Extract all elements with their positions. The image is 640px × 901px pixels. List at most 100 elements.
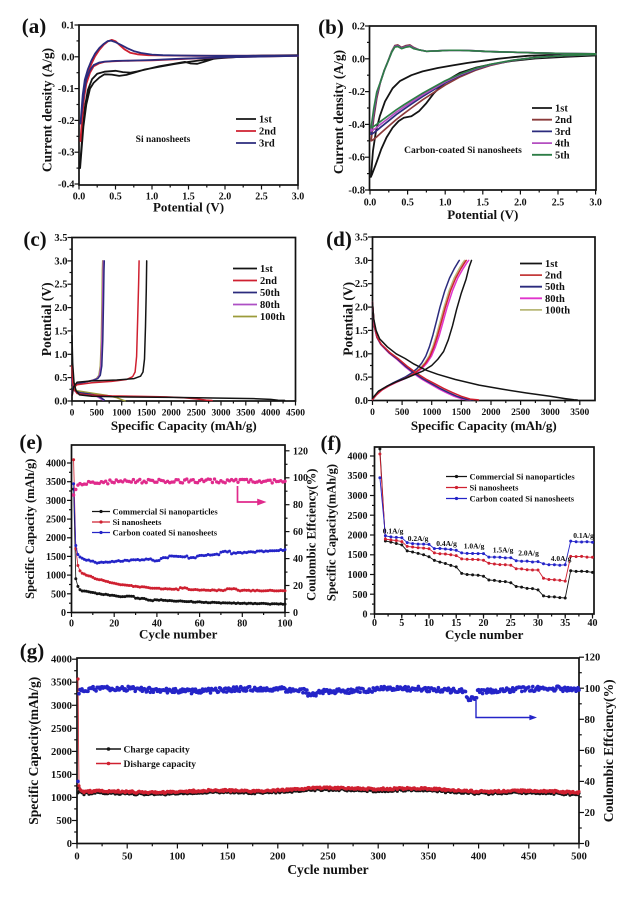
svg-text:Charge capacity: Charge capacity: [124, 746, 190, 756]
svg-text:35: 35: [560, 618, 570, 629]
svg-text:0.0: 0.0: [355, 396, 368, 407]
svg-text:Potential (V): Potential (V): [341, 282, 356, 356]
svg-text:Specific Capacity(mAh/g): Specific Capacity(mAh/g): [325, 464, 339, 601]
svg-text:3500: 3500: [51, 678, 72, 689]
svg-text:3.0: 3.0: [54, 256, 67, 267]
svg-text:(c): (c): [23, 227, 46, 251]
svg-text:(f): (f): [321, 431, 342, 455]
svg-text:20: 20: [585, 808, 596, 819]
svg-text:50th: 50th: [260, 288, 280, 299]
svg-text:1500: 1500: [137, 408, 156, 418]
svg-text:2500: 2500: [511, 408, 530, 418]
svg-text:1000: 1000: [112, 408, 131, 418]
svg-text:0: 0: [69, 619, 74, 630]
svg-text:3.0: 3.0: [292, 192, 305, 203]
svg-text:5: 5: [399, 618, 404, 629]
svg-text:500: 500: [56, 816, 72, 827]
svg-text:-0.3: -0.3: [58, 148, 75, 159]
svg-text:0.5: 0.5: [109, 192, 122, 203]
svg-text:-0.6: -0.6: [348, 153, 365, 164]
svg-text:2500: 2500: [348, 511, 368, 522]
svg-text:40: 40: [588, 618, 598, 629]
svg-text:3000: 3000: [212, 408, 231, 418]
svg-text:2nd: 2nd: [259, 127, 276, 138]
svg-text:(d): (d): [326, 227, 352, 251]
svg-text:0.2: 0.2: [352, 22, 365, 33]
svg-text:0.5: 0.5: [54, 373, 67, 384]
svg-text:1000: 1000: [51, 793, 72, 804]
svg-text:0: 0: [61, 608, 66, 619]
svg-text:Specific Capacity (mAh/g): Specific Capacity (mAh/g): [411, 418, 557, 433]
svg-text:0.2A/g: 0.2A/g: [408, 534, 429, 543]
svg-text:Carbon coated Si nanosheets: Carbon coated Si nanosheets: [470, 494, 575, 504]
svg-text:0.5: 0.5: [401, 198, 414, 209]
svg-text:Commercial Si nanoparticles: Commercial Si nanoparticles: [113, 507, 219, 517]
svg-text:40: 40: [293, 554, 303, 565]
svg-text:60: 60: [195, 619, 205, 630]
svg-text:0: 0: [67, 839, 72, 850]
svg-text:1.5: 1.5: [477, 198, 490, 209]
svg-text:-0.4: -0.4: [58, 180, 75, 191]
svg-text:1st: 1st: [260, 264, 273, 275]
svg-text:100: 100: [170, 852, 186, 863]
svg-text:100th: 100th: [260, 312, 285, 323]
svg-text:Coulombic Effciency(%): Coulombic Effciency(%): [601, 679, 616, 822]
svg-text:0.0: 0.0: [364, 198, 377, 209]
svg-text:Potential (V): Potential (V): [153, 200, 224, 215]
svg-text:-0.8: -0.8: [348, 186, 365, 197]
svg-text:3.0: 3.0: [589, 198, 602, 209]
svg-text:350: 350: [421, 852, 437, 863]
svg-text:40: 40: [585, 777, 596, 788]
svg-text:150: 150: [220, 852, 236, 863]
svg-text:(b): (b): [318, 15, 344, 39]
svg-text:-0.2: -0.2: [58, 116, 75, 127]
svg-text:4000: 4000: [348, 452, 368, 463]
svg-text:1.0: 1.0: [146, 192, 159, 203]
svg-text:1.0: 1.0: [439, 198, 452, 209]
svg-text:Specific Capacity (mAh/g): Specific Capacity (mAh/g): [23, 459, 37, 599]
svg-text:0: 0: [363, 610, 368, 621]
svg-text:1000: 1000: [348, 570, 368, 581]
svg-text:Si nanosheets: Si nanosheets: [136, 135, 191, 145]
svg-text:0: 0: [293, 608, 298, 619]
svg-text:0.0: 0.0: [352, 54, 365, 65]
svg-text:400: 400: [471, 852, 487, 863]
svg-text:Current density (A/g): Current density (A/g): [40, 48, 55, 172]
svg-text:2nd: 2nd: [555, 115, 572, 126]
svg-text:Specific Capacity(mAh/g): Specific Capacity(mAh/g): [26, 677, 41, 825]
svg-text:3000: 3000: [46, 496, 66, 507]
svg-text:0.1: 0.1: [61, 21, 74, 32]
svg-text:2500: 2500: [51, 724, 72, 735]
svg-text:80th: 80th: [260, 300, 280, 311]
svg-text:4.0A/g: 4.0A/g: [551, 554, 572, 563]
svg-text:2.0: 2.0: [514, 198, 527, 209]
svg-text:0: 0: [585, 839, 590, 850]
svg-text:1000: 1000: [422, 408, 441, 418]
svg-text:Carbon-coated Si nanosheets: Carbon-coated Si nanosheets: [404, 146, 522, 156]
svg-text:0: 0: [370, 408, 375, 418]
svg-text:1st: 1st: [259, 115, 272, 126]
svg-text:4000: 4000: [46, 459, 66, 470]
svg-text:80: 80: [237, 619, 247, 630]
svg-text:-0.4: -0.4: [348, 120, 365, 131]
svg-text:2.0: 2.0: [54, 303, 67, 314]
svg-text:2.5: 2.5: [355, 279, 368, 290]
svg-text:3000: 3000: [348, 491, 368, 502]
svg-text:1.5: 1.5: [54, 326, 67, 337]
svg-text:500: 500: [51, 589, 66, 600]
svg-text:3500: 3500: [570, 408, 589, 418]
svg-text:2.0: 2.0: [355, 303, 368, 314]
svg-text:3rd: 3rd: [555, 127, 571, 138]
svg-text:2000: 2000: [51, 747, 72, 758]
svg-text:Cycle number: Cycle number: [287, 862, 368, 877]
svg-text:100: 100: [278, 619, 293, 630]
svg-text:3000: 3000: [541, 408, 560, 418]
svg-text:1.5: 1.5: [182, 192, 195, 203]
svg-text:1500: 1500: [348, 550, 368, 561]
svg-text:4000: 4000: [261, 408, 280, 418]
svg-text:1st: 1st: [555, 104, 568, 115]
svg-text:Cycle number: Cycle number: [139, 627, 218, 642]
svg-text:2000: 2000: [482, 408, 501, 418]
svg-text:1st: 1st: [545, 259, 558, 270]
svg-text:2.5: 2.5: [552, 198, 565, 209]
